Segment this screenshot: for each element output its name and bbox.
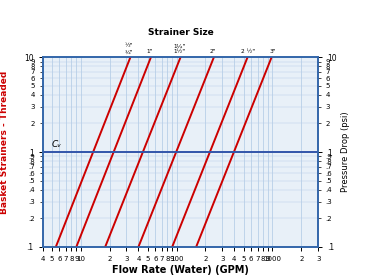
Text: 3": 3" bbox=[269, 49, 276, 54]
Text: Cᵥ: Cᵥ bbox=[52, 140, 62, 149]
Text: 2 ½": 2 ½" bbox=[241, 49, 255, 54]
Text: Flow Rate Vs. Pressure Drop  (Clean Screen): Flow Rate Vs. Pressure Drop (Clean Scree… bbox=[37, 9, 333, 23]
Text: 1": 1" bbox=[146, 49, 152, 54]
Y-axis label: Pressure Drop (psi): Pressure Drop (psi) bbox=[341, 112, 350, 192]
Text: Strainer Size: Strainer Size bbox=[148, 28, 214, 37]
X-axis label: Flow Rate (Water) (GPM): Flow Rate (Water) (GPM) bbox=[112, 265, 249, 275]
Text: 1¼"
1½": 1¼" 1½" bbox=[174, 44, 186, 54]
Text: 2": 2" bbox=[210, 49, 216, 54]
Text: ½"
¾": ½" ¾" bbox=[125, 44, 134, 54]
Text: Basket Strainers - Threaded: Basket Strainers - Threaded bbox=[0, 71, 9, 214]
